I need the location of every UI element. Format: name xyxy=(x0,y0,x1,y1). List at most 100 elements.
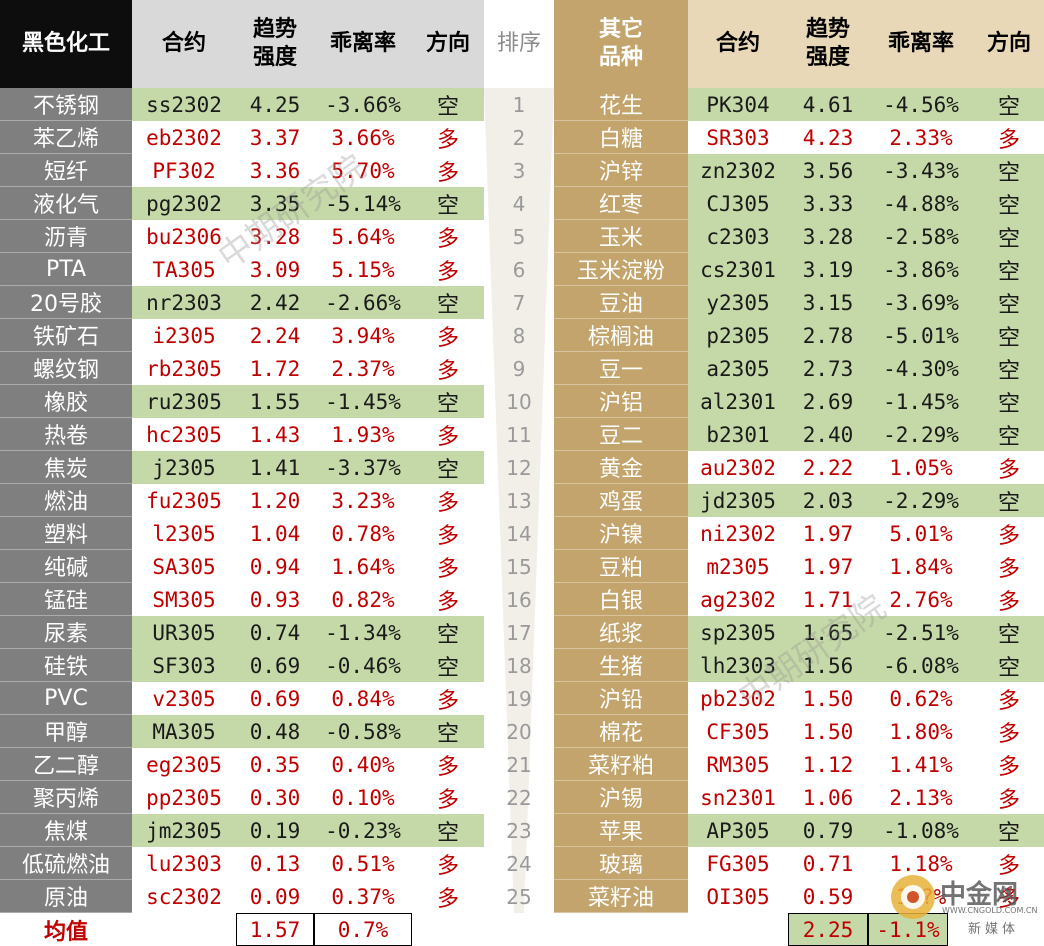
right-contract: sp2305 xyxy=(688,616,788,649)
left-contract: lu2303 xyxy=(132,847,236,880)
right-product-name: 玉米 xyxy=(554,220,688,253)
left-direction: 多 xyxy=(412,550,484,583)
right-average-trend: 2.25 xyxy=(788,913,868,946)
right-contract: p2305 xyxy=(688,319,788,352)
left-trend-header: 趋势 强度 xyxy=(236,0,314,88)
right-trend-strength: 1.12 xyxy=(802,752,854,777)
right-direction: 空 xyxy=(974,352,1044,385)
right-direction: 空 xyxy=(974,220,1044,253)
left-contract: SA305 xyxy=(132,550,236,583)
right-trend-strength: 4.23 xyxy=(802,125,854,150)
left-product-name: 燃油 xyxy=(0,484,132,517)
rank-header-label: 排序 xyxy=(496,31,541,56)
right-product-name: 玻璃 xyxy=(554,847,688,880)
left-direction: 多 xyxy=(412,319,484,352)
right-trend-strength: 1.65 xyxy=(802,620,854,645)
rank-number: 4 xyxy=(512,191,526,216)
right-deviation-rate: 2.13% xyxy=(889,785,953,810)
right-deviation-rate: -1.08% xyxy=(883,818,959,843)
left-category-header: 黑色化工 xyxy=(0,0,132,88)
right-direction: 多 xyxy=(974,682,1044,715)
left-direction: 多 xyxy=(412,484,484,517)
left-direction: 多 xyxy=(412,583,484,616)
table-row: 热卷 hc2305 1.43 1.93% 多 11 豆二 b2301 2.40 -2.29% 空 xyxy=(0,418,1044,451)
right-trend-strength: 1.97 xyxy=(802,554,854,579)
left-trend-strength: 0.09 xyxy=(249,884,301,909)
right-contract: FG305 xyxy=(688,847,788,880)
left-direction: 多 xyxy=(412,781,484,814)
right-product-name: 鸡蛋 xyxy=(554,484,688,517)
left-deviation-rate: 0.78% xyxy=(331,521,395,546)
right-trend-strength: 2.40 xyxy=(802,422,854,447)
right-trend-strength: 1.06 xyxy=(802,785,854,810)
rank-number: 6 xyxy=(512,257,526,282)
left-trend-strength: 1.72 xyxy=(249,356,301,381)
right-trend-strength: 0.59 xyxy=(802,884,854,909)
right-deviation-rate: 1.18% xyxy=(889,851,953,876)
right-direction: 空 xyxy=(974,385,1044,418)
left-contract-header-label: 合约 xyxy=(161,31,206,56)
left-deviation-rate: 0.51% xyxy=(331,851,395,876)
right-contract: CJ305 xyxy=(688,187,788,220)
left-product-name: 焦煤 xyxy=(0,814,132,847)
left-deviation-rate: -1.45% xyxy=(325,389,401,414)
left-direction: 空 xyxy=(412,715,484,748)
left-average-trend-value: 1.57 xyxy=(249,917,301,942)
left-contract-header: 合约 xyxy=(132,0,236,88)
left-deviation-rate: -0.46% xyxy=(325,653,401,678)
right-average-deviation-value: -1.1% xyxy=(876,917,940,942)
right-deviation-rate: -2.29% xyxy=(883,422,959,447)
left-direction: 空 xyxy=(412,451,484,484)
right-direction: 多 xyxy=(974,748,1044,781)
right-category-header-line2: 品种 xyxy=(598,45,643,70)
left-product-name: 聚丙烯 xyxy=(0,781,132,814)
left-contract: l2305 xyxy=(132,517,236,550)
left-deviation-header-label: 乖离率 xyxy=(329,31,396,56)
left-direction-header: 方向 xyxy=(412,0,484,88)
left-deviation-header: 乖离率 xyxy=(314,0,412,88)
table-row: PVC v2305 0.69 0.84% 多 19 沪铅 pb2302 1.50 0.62% 多 xyxy=(0,682,1044,715)
left-product-name: 苯乙烯 xyxy=(0,121,132,154)
left-direction: 多 xyxy=(412,121,484,154)
right-contract: lh2303 xyxy=(688,649,788,682)
left-trend-strength: 0.93 xyxy=(249,587,301,612)
right-trend-strength: 3.15 xyxy=(802,290,854,315)
table-row: 20号胶 nr2303 2.42 -2.66% 空 7 豆油 y2305 3.15 -3.69% 空 xyxy=(0,286,1044,319)
left-contract: hc2305 xyxy=(132,418,236,451)
right-direction: 多 xyxy=(974,121,1044,154)
right-product-name: 沪铅 xyxy=(554,682,688,715)
left-deviation-rate: -3.37% xyxy=(325,455,401,480)
left-product-name: 螺纹钢 xyxy=(0,352,132,385)
left-deviation-rate: 0.10% xyxy=(331,785,395,810)
left-deviation-rate: 0.84% xyxy=(331,686,395,711)
right-direction: 多 xyxy=(974,847,1044,880)
left-deviation-rate: -0.58% xyxy=(325,719,401,744)
left-contract: PF302 xyxy=(132,154,236,187)
left-product-name: 乙二醇 xyxy=(0,748,132,781)
right-direction: 多 xyxy=(974,517,1044,550)
right-trend-strength: 2.22 xyxy=(802,455,854,480)
left-average-deviation: 0.7% xyxy=(314,913,412,946)
right-direction: 多 xyxy=(974,550,1044,583)
rank-number: 7 xyxy=(512,290,526,315)
left-contract: jm2305 xyxy=(132,814,236,847)
left-product-name: 焦炭 xyxy=(0,451,132,484)
left-contract: rb2305 xyxy=(132,352,236,385)
left-contract: SF303 xyxy=(132,649,236,682)
left-direction: 多 xyxy=(412,220,484,253)
right-deviation-rate: 5.01% xyxy=(889,521,953,546)
left-trend-strength: 0.19 xyxy=(249,818,301,843)
left-direction: 多 xyxy=(412,847,484,880)
right-deviation-rate: -4.56% xyxy=(883,92,959,117)
table-row: 液化气 pg2302 3.35 -5.14% 空 4 红枣 CJ305 3.33 -4.88% 空 xyxy=(0,187,1044,220)
right-direction: 空 xyxy=(974,286,1044,319)
left-contract: i2305 xyxy=(132,319,236,352)
right-trend-strength: 3.33 xyxy=(802,191,854,216)
right-product-name: 菜籽油 xyxy=(554,880,688,913)
left-product-name: 原油 xyxy=(0,880,132,913)
right-product-name: 白银 xyxy=(554,583,688,616)
right-deviation-rate: -3.69% xyxy=(883,290,959,315)
left-direction-header-label: 方向 xyxy=(425,31,470,56)
left-product-name: 甲醇 xyxy=(0,715,132,748)
right-direction: 空 xyxy=(974,814,1044,847)
